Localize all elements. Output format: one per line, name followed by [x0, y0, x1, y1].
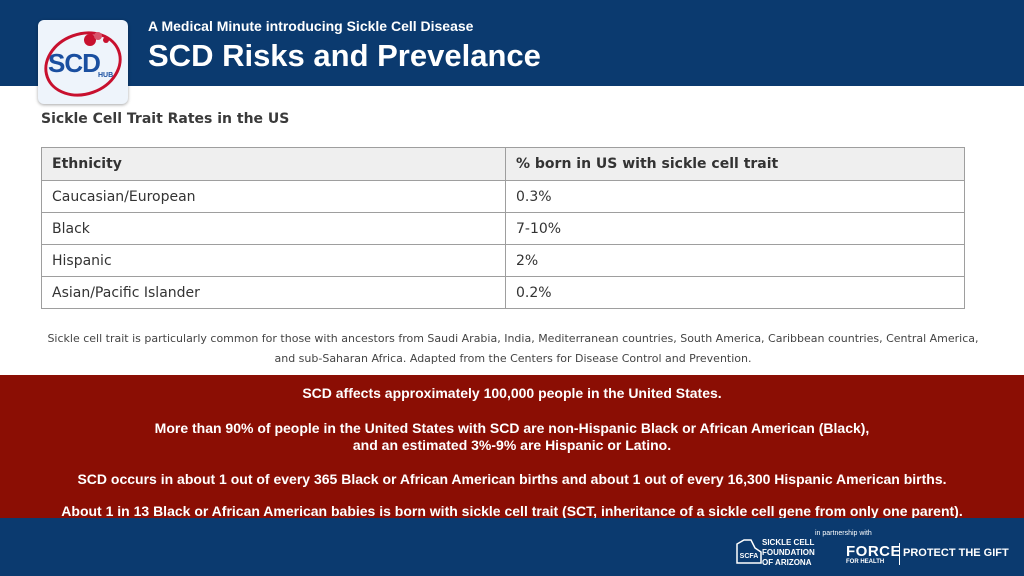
percent-cell: 0.2% — [505, 276, 965, 309]
fact-birth-rates: SCD occurs in about 1 out of every 365 B… — [77, 471, 947, 487]
header-bar — [0, 0, 1024, 86]
logo-subtext: HUB — [98, 72, 114, 79]
fact-trait-rate: About 1 in 13 Black or African American … — [61, 503, 963, 519]
table-row: Caucasian/European 0.3% — [41, 180, 965, 213]
table-heading: Sickle Cell Trait Rates in the US — [41, 111, 290, 127]
footer-bar — [0, 518, 1024, 576]
percent-cell: 2% — [505, 244, 965, 277]
ethnicity-cell: Black — [41, 212, 506, 245]
scd-hub-logo: SCD HUB — [38, 20, 128, 104]
page-title: SCD Risks and Prevelance — [148, 38, 541, 73]
ethnicity-cell: Asian/Pacific Islander — [41, 276, 506, 309]
fact-demographics-line2: and an estimated 3%-9% are Hispanic or L… — [352, 437, 672, 453]
force-logo-text: FORCE — [846, 543, 901, 560]
header-subtitle: A Medical Minute introducing Sickle Cell… — [148, 18, 474, 34]
protect-the-gift-text: PROTECT THE GIFT — [903, 547, 1009, 559]
scfa-name: SICKLE CELL FOUNDATION OF ARIZONA — [762, 538, 815, 568]
scfa-logo-icon: SCFA — [736, 539, 762, 564]
table-row: Black 7-10% — [41, 212, 965, 245]
table-header-row: Ethnicity % born in US with sickle cell … — [41, 147, 965, 181]
facts-panel: SCD affects approximately 100,000 people… — [0, 375, 1024, 519]
ethnicity-cell: Hispanic — [41, 244, 506, 277]
table-footnote: Sickle cell trait is particularly common… — [47, 332, 979, 365]
column-header-percent: % born in US with sickle cell trait — [505, 147, 965, 181]
fact-prevalence: SCD affects approximately 100,000 people… — [302, 385, 722, 401]
fact-demographics-line1: More than 90% of people in the United St… — [154, 420, 870, 436]
percent-cell: 7-10% — [505, 212, 965, 245]
table-row: Hispanic 2% — [41, 244, 965, 277]
ethnicity-cell: Caucasian/European — [41, 180, 506, 213]
column-header-ethnicity: Ethnicity — [41, 147, 506, 181]
scfa-name-line3: OF ARIZONA — [762, 558, 812, 567]
footer-divider — [899, 543, 900, 565]
force-logo-subtext: FOR HEALTH — [846, 559, 885, 565]
partnership-label: in partnership with — [815, 530, 872, 537]
scfa-name-line2: FOUNDATION — [762, 548, 815, 557]
scfa-name-line1: SICKLE CELL — [762, 538, 815, 547]
percent-cell: 0.3% — [505, 180, 965, 213]
logo-text: SCD — [48, 48, 101, 78]
scfa-abbr: SCFA — [740, 553, 759, 560]
logo-swoosh-icon — [44, 31, 122, 97]
trait-rates-table: Ethnicity % born in US with sickle cell … — [41, 147, 965, 309]
table-row: Asian/Pacific Islander 0.2% — [41, 276, 965, 309]
